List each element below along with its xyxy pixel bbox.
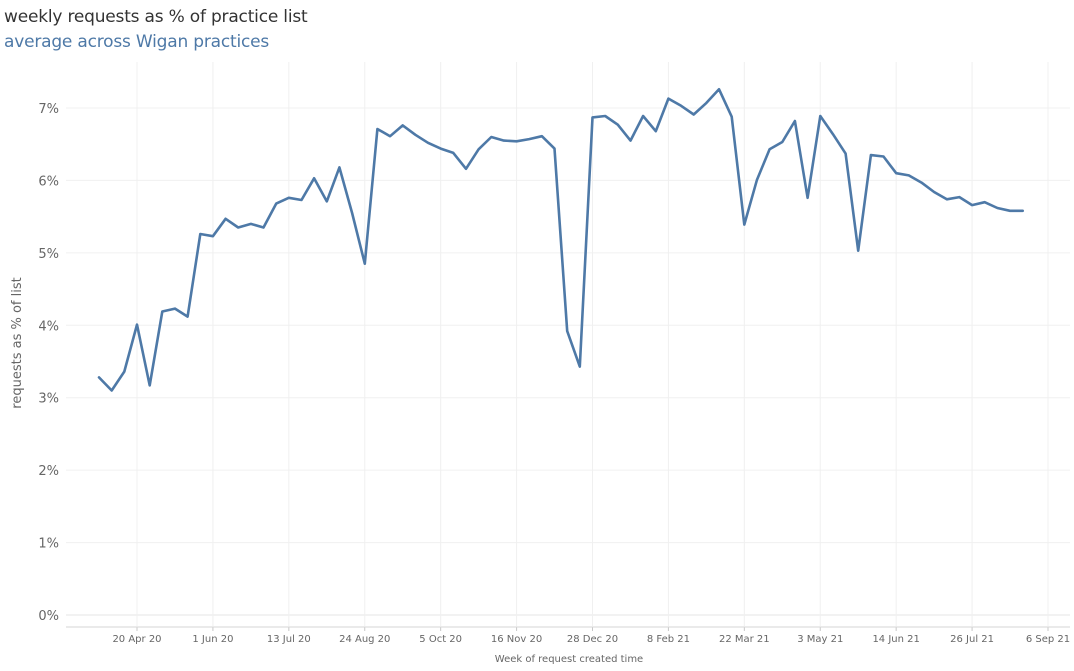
chart-title: weekly requests as % of practice list [4, 7, 308, 27]
x-axis-ticks: 20 Apr 20 1 Jun 20 13 Jul 20 24 Aug 20 5 Oct… [112, 627, 1070, 645]
y-tick-label: 6% [38, 174, 59, 189]
x-tick-label: 8 Feb 21 [647, 634, 690, 645]
y-tick-label: 1% [38, 537, 59, 552]
x-tick-label: 20 Apr 20 [112, 634, 161, 645]
y-tick-label: 2% [38, 464, 59, 479]
x-tick-label: 5 Oct 20 [419, 634, 462, 645]
x-tick-label: 28 Dec 20 [567, 634, 618, 645]
y-tick-label: 4% [38, 319, 59, 334]
y-tick-label: 5% [38, 247, 59, 262]
x-tick-label: 13 Jul 20 [267, 634, 311, 645]
x-tick-label: 24 Aug 20 [339, 634, 390, 645]
series-line [97, 87, 1025, 392]
y-axis-label: requests as % of list [10, 277, 25, 408]
y-axis-ticks: 0% 1% 2% 3% 4% 5% 6% 7% [38, 102, 59, 624]
x-tick-label: 14 Jun 21 [872, 634, 919, 645]
series-group [97, 87, 1025, 392]
y-tick-label: 7% [38, 102, 59, 117]
x-tick-label: 6 Sep 21 [1026, 634, 1070, 645]
x-tick-label: 3 May 21 [797, 634, 843, 645]
x-tick-label: 22 Mar 21 [719, 634, 770, 645]
chart-subtitle: average across Wigan practices [4, 32, 270, 52]
grid-lines [66, 62, 1070, 626]
x-tick-label: 1 Jun 20 [192, 634, 233, 645]
x-axis-label: Week of request created time [495, 654, 643, 665]
y-tick-label: 3% [38, 392, 59, 407]
y-tick-label: 0% [38, 609, 59, 624]
x-tick-label: 26 Jul 21 [950, 634, 994, 645]
x-tick-label: 16 Nov 20 [491, 634, 542, 645]
